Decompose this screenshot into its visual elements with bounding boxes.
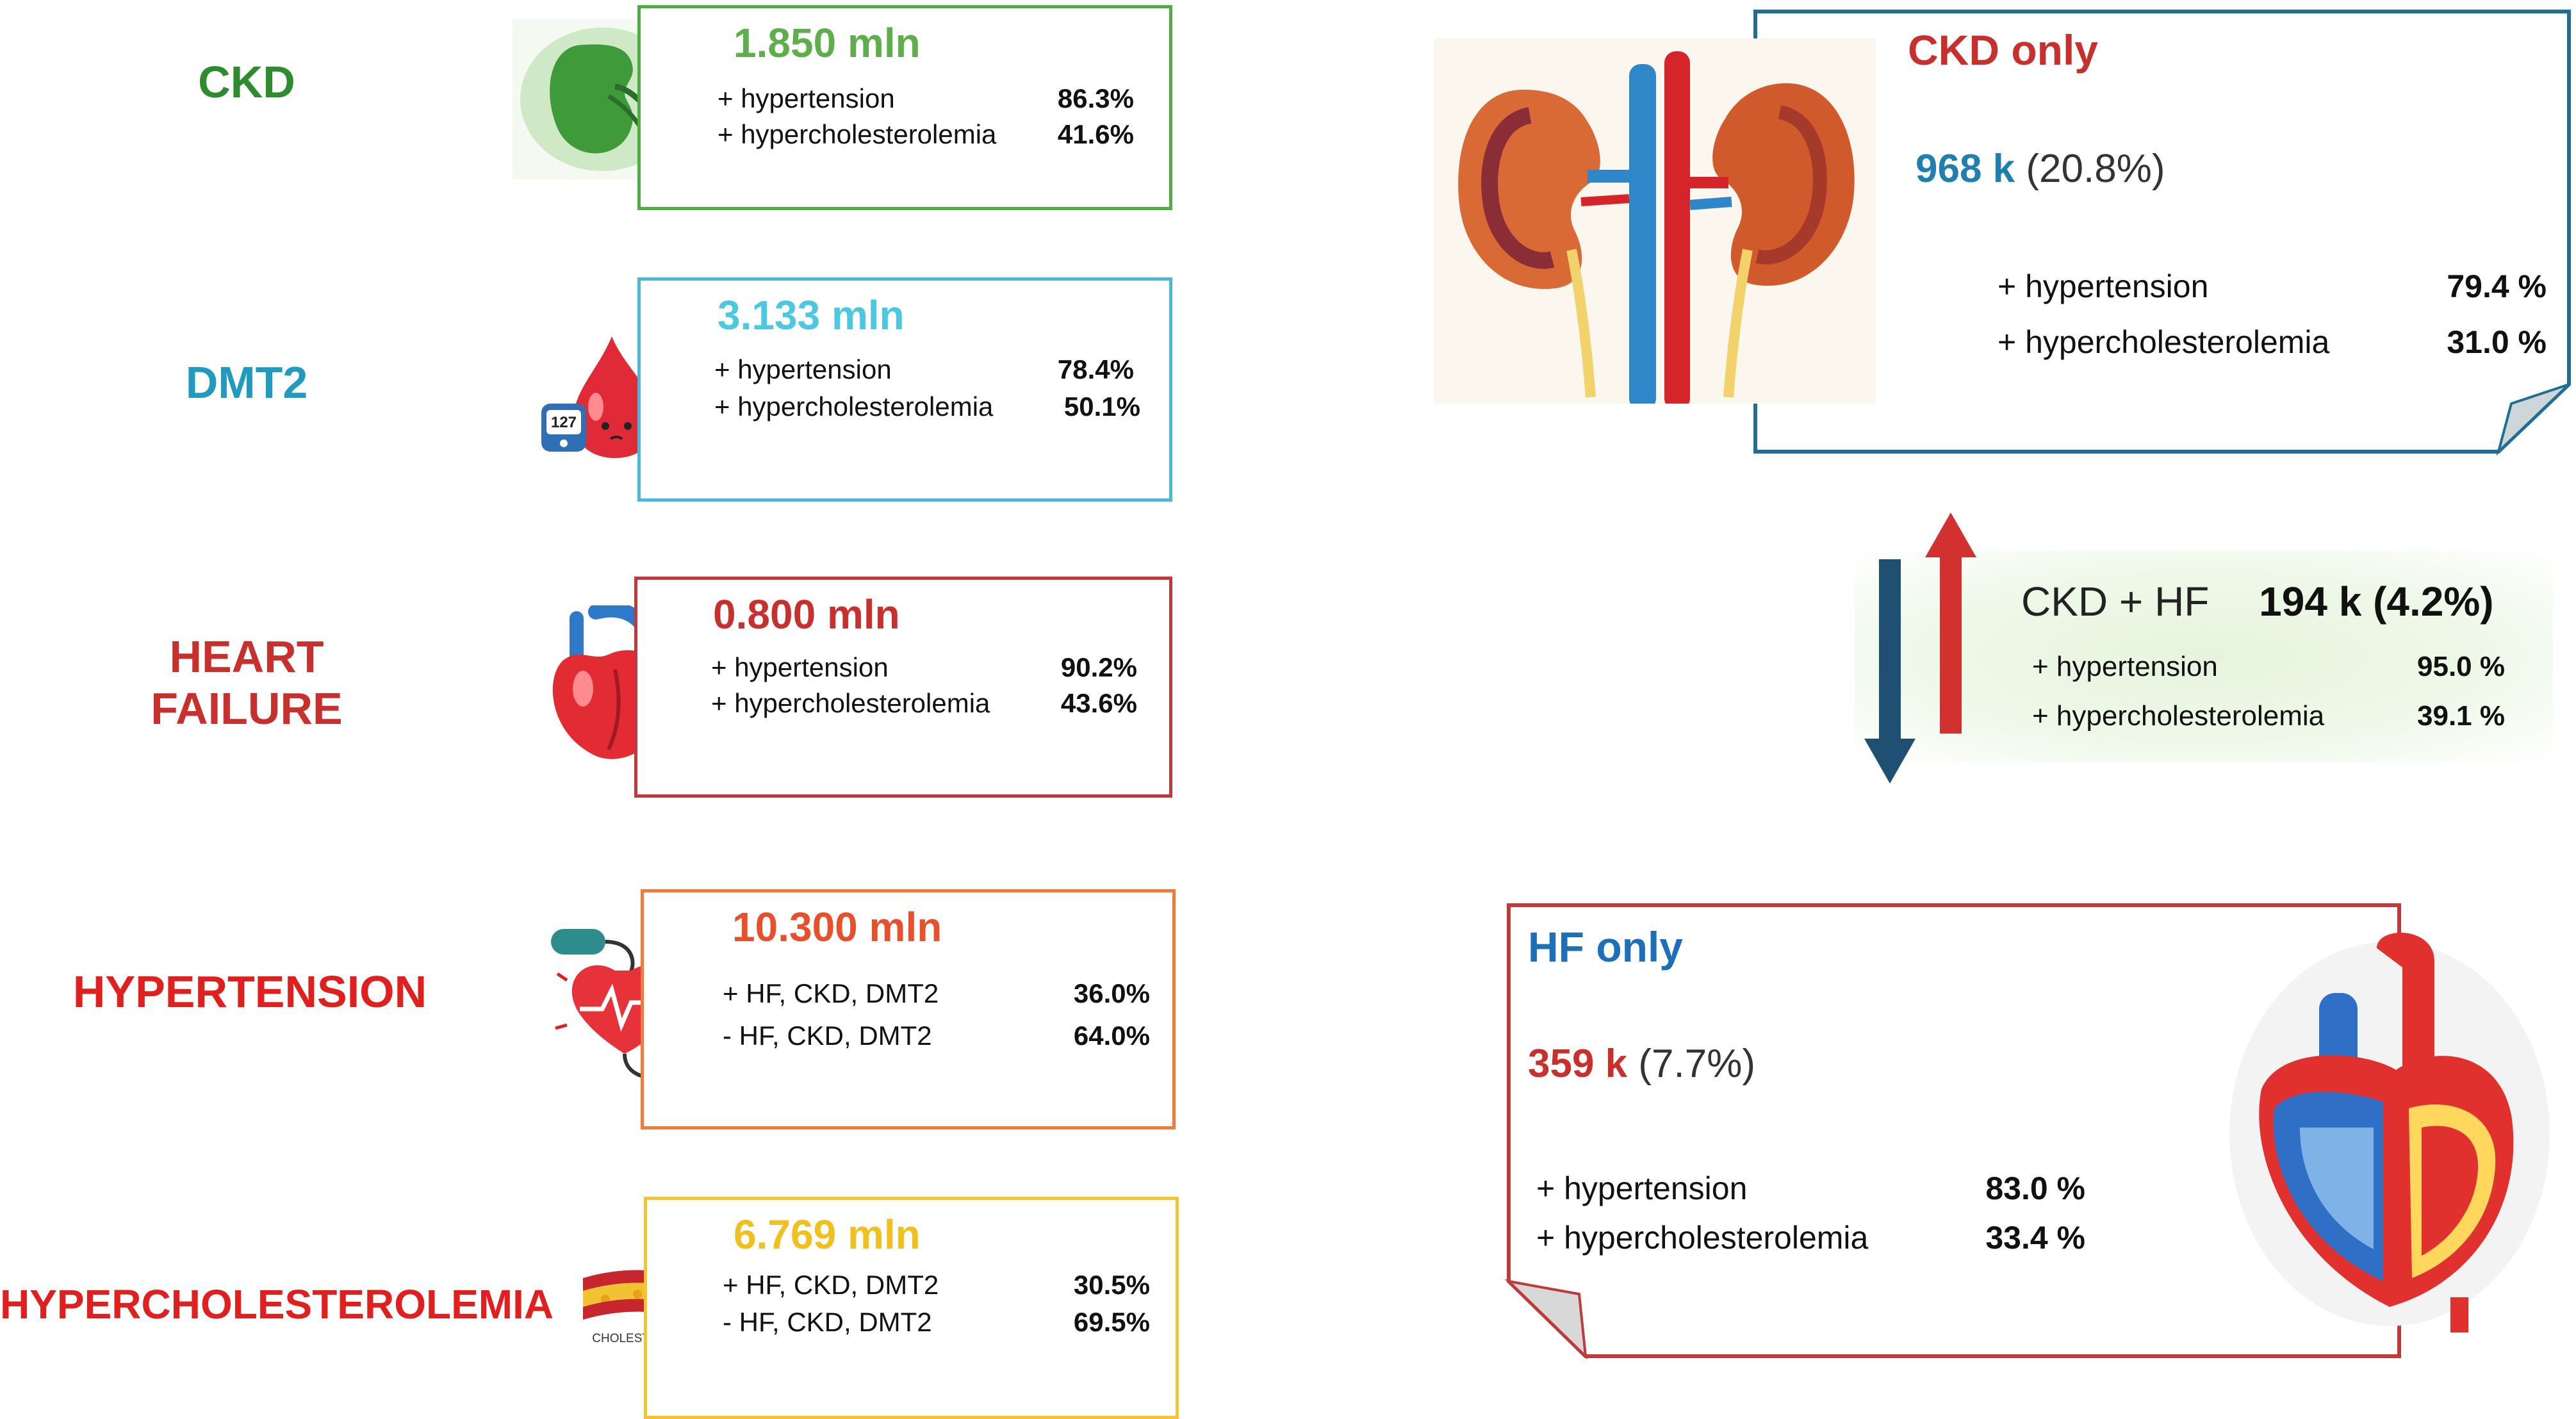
hypercholesterolemia-row-1-pct: 30.5%: [1073, 1270, 1150, 1300]
svg-text:127: 127: [551, 414, 577, 431]
ckd-only-title: CKD only: [1908, 26, 2098, 74]
hypercholesterolemia-label: HYPERCHOLESTEROLEMIA: [0, 1281, 554, 1327]
dmt2-row-2-label: + hypercholesterolemia: [714, 391, 994, 422]
ckd-only-row-1-label: + hypertension: [1998, 268, 2209, 304]
ckd-label: CKD: [198, 57, 295, 107]
ckd-only-row-2-pct: 31.0 %: [2447, 324, 2547, 360]
hypertension-row-1-pct: 36.0%: [1073, 978, 1150, 1008]
heart-illustration: [2229, 932, 2550, 1333]
hf-only-row-1-pct: 83.0 %: [1985, 1170, 2085, 1206]
hypercholesterolemia-row-2-pct: 69.5%: [1073, 1307, 1150, 1337]
heart-failure-label-line-1: HEART: [169, 632, 324, 682]
ckd-hf-row-2-pct: 39.1 %: [2417, 700, 2505, 732]
hf-only-count: 359 k: [1528, 1042, 1628, 1086]
hypercholesterolemia-row-1-label: + HF, CKD, DMT2: [723, 1270, 939, 1300]
dmt2-box: [637, 277, 1172, 502]
ckd-hf-panel: [1855, 551, 2553, 762]
ckd-hf-value: 194 k (4.2%): [2259, 578, 2494, 625]
ckd-only-count: 968 k: [1916, 147, 2015, 191]
heart-failure-box: [634, 577, 1172, 798]
up-arrow-icon: [1925, 513, 1976, 734]
ckd-hf-heading: CKD + HF 194 k (4.2%): [2021, 578, 2494, 625]
hypertension-row-2-pct: 64.0%: [1073, 1021, 1150, 1051]
heart-failure-row-2-pct: 43.6%: [1060, 688, 1137, 718]
ckd-only-row-2-label: + hypercholesterolemia: [1998, 324, 2330, 360]
ckd-hf-row-1-pct: 95.0 %: [2417, 651, 2505, 682]
ckd-only-callout-frame: [1753, 10, 2571, 456]
hypercholesterolemia-box: [644, 1197, 1179, 1419]
hypercholesterolemia-total: 6.769 mln: [734, 1211, 921, 1258]
ckd-row-1-pct: 86.3%: [1057, 83, 1134, 113]
hf-only-row-1-label: + hypertension: [1536, 1170, 1748, 1206]
dmt2-row-1-label: + hypertension: [714, 354, 892, 384]
ckd-only-summary: 968 k (20.8%): [1916, 146, 2165, 192]
heart-failure-row-1-label: + hypertension: [711, 652, 889, 682]
ckd-row-2-label: + hypercholesterolemia: [718, 119, 997, 149]
down-arrow-icon: [1864, 559, 1916, 783]
ckd-total: 1.850 mln: [734, 20, 921, 66]
ckd-row-2-pct: 41.6%: [1057, 119, 1134, 149]
heart-failure-total: 0.800 mln: [713, 591, 900, 637]
hf-only-title: HF only: [1528, 923, 1683, 971]
hypercholesterolemia-row-2-label: - HF, CKD, DMT2: [723, 1307, 932, 1337]
heart-failure-label: HEART FAILURE: [96, 631, 397, 734]
hypertension-total: 10.300 mln: [732, 904, 942, 950]
hf-only-callout-frame: [1504, 903, 2401, 1360]
dmt2-total: 3.133 mln: [718, 292, 905, 338]
heart-failure-row-1-pct: 90.2%: [1060, 652, 1137, 682]
dmt2-row-2-pct: 50.1%: [1063, 391, 1140, 422]
heart-failure-label-line-2: FAILURE: [151, 683, 343, 734]
hypertension-label: HYPERTENSION: [72, 967, 427, 1017]
hf-only-row-2-pct: 33.4 %: [1985, 1220, 2085, 1256]
hf-only-share: (7.7%): [1638, 1042, 1755, 1086]
ckd-only-share: (20.8%): [2026, 147, 2165, 191]
kidneys-illustration: [1434, 38, 1876, 404]
heart-failure-row-2-label: + hypercholesterolemia: [711, 688, 990, 718]
dmt2-row-1-pct: 78.4%: [1057, 354, 1134, 384]
hypertension-box: [641, 889, 1176, 1129]
ckd-box: [637, 5, 1172, 210]
blood-drop-icon: 127: [541, 336, 657, 458]
hf-only-row-2-label: + hypercholesterolemia: [1536, 1220, 1869, 1256]
dmt2-label: DMT2: [185, 357, 308, 407]
hypertension-row-2-label: - HF, CKD, DMT2: [723, 1021, 932, 1051]
hf-only-summary: 359 k (7.7%): [1528, 1041, 1755, 1087]
ckd-hf-row-2-label: + hypercholesterolemia: [2032, 700, 2325, 732]
ckd-hf-label: CKD + HF: [2021, 578, 2210, 625]
ckd-row-1-label: + hypertension: [718, 83, 895, 113]
ckd-only-row-1-pct: 79.4 %: [2447, 268, 2547, 304]
hypertension-row-1-label: + HF, CKD, DMT2: [723, 978, 939, 1008]
ckd-hf-row-1-label: + hypertension: [2032, 651, 2218, 682]
